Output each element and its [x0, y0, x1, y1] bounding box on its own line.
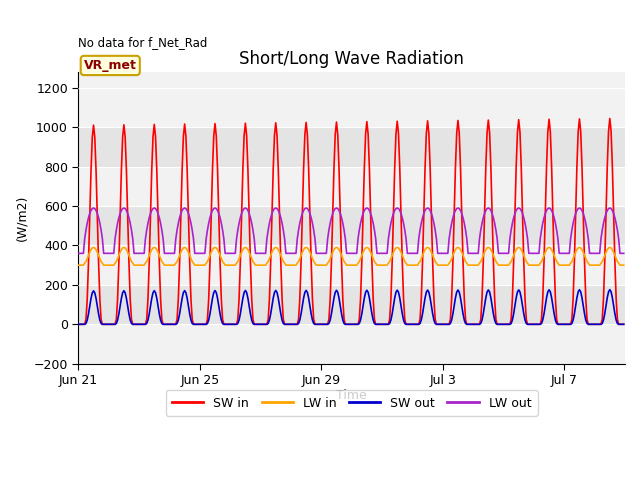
Bar — [78, 88, 625, 127]
Legend: SW in, LW in, SW out, LW out: SW in, LW in, SW out, LW out — [166, 390, 538, 416]
Bar — [78, 206, 625, 245]
Bar — [78, 127, 625, 167]
Y-axis label: (W/m2): (W/m2) — [15, 195, 28, 241]
Title: Short/Long Wave Radiation: Short/Long Wave Radiation — [239, 49, 464, 68]
Text: VR_met: VR_met — [84, 59, 137, 72]
Bar — [78, 167, 625, 206]
X-axis label: Time: Time — [336, 388, 367, 402]
Bar — [78, 245, 625, 285]
Bar — [78, 324, 625, 364]
Bar — [78, 285, 625, 324]
Text: No data for f_Net_Rad: No data for f_Net_Rad — [78, 36, 208, 48]
